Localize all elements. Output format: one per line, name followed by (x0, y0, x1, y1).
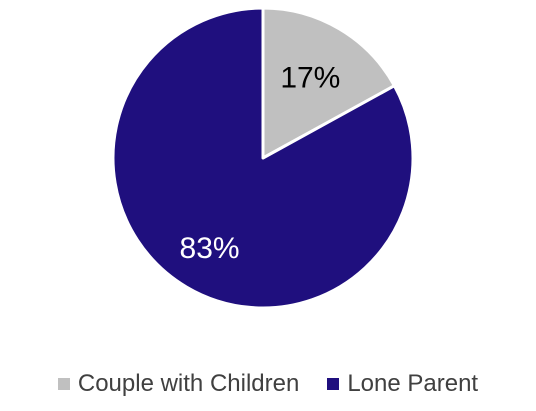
pie-slice-lone-parent (111, 6, 415, 310)
pie-labels: 17% 83% (180, 61, 341, 264)
legend-item-couple-with-children: Couple with Children (57, 370, 300, 398)
pie-slices (111, 6, 415, 310)
legend-item-lone-parent: Lone Parent (327, 370, 478, 398)
legend-label-couple-with-children: Couple with Children (77, 370, 300, 397)
pie-label-couple-with-children: 17% (280, 61, 340, 94)
legend: Couple with Children Lone Parent (0, 370, 536, 398)
legend-swatch-lone-parent (327, 378, 340, 390)
pie-label-lone-parent: 83% (180, 232, 240, 265)
pie-slice-couple-with-children (261, 6, 396, 160)
legend-label-lone-parent: Lone Parent (347, 370, 479, 397)
legend-swatch-couple-with-children (57, 378, 70, 390)
pie-chart: 17% 83% (111, 6, 415, 310)
